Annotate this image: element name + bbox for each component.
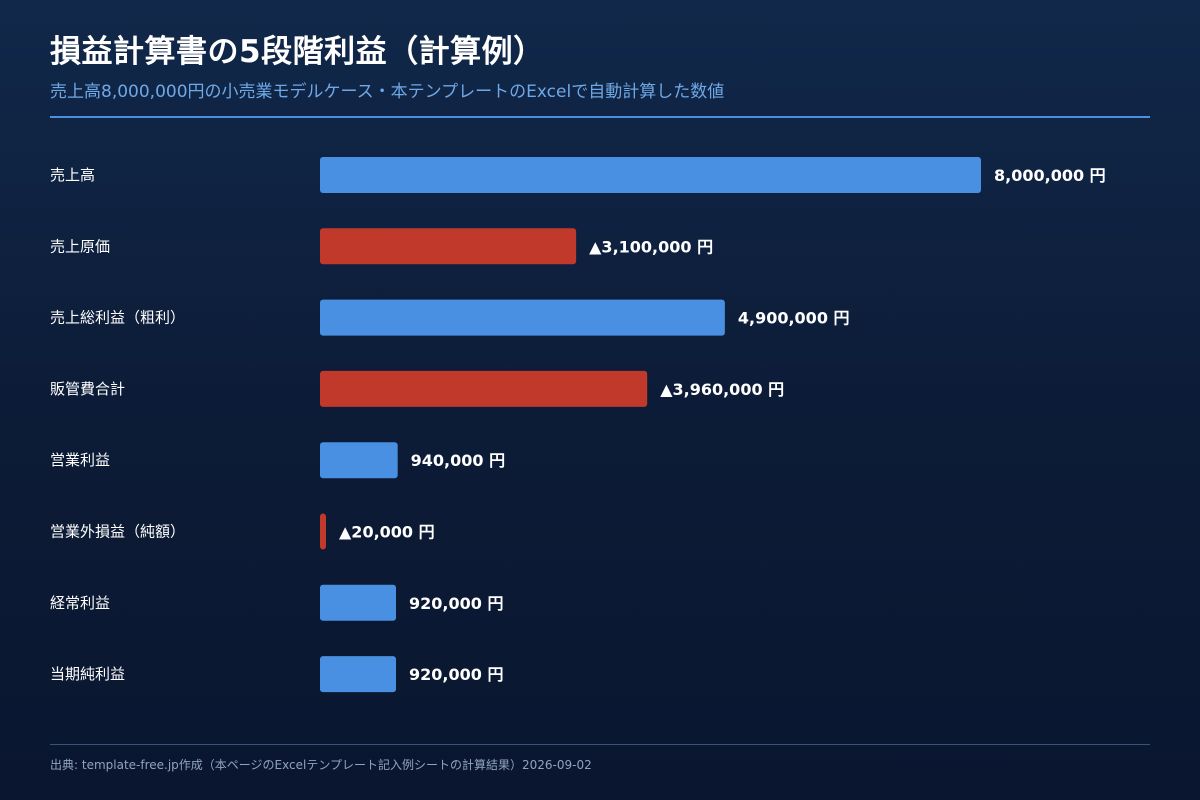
bar-positive [320, 299, 725, 336]
bar-negative [320, 513, 326, 550]
category-label: 売上原価 [50, 237, 110, 255]
bar-positive [320, 157, 981, 193]
bar-negative [320, 228, 577, 265]
bar-value-label: 8,000,000 円 [994, 166, 1106, 185]
header-divider [50, 116, 1150, 118]
source-note: 出典: template-free.jp作成（本ページのExcelテンプレート記… [50, 758, 592, 772]
chart-subtitle: 売上高8,000,000円の小売業モデルケース・本テンプレートのExcelで自動… [50, 82, 725, 102]
bar-positive [320, 442, 398, 479]
category-label: 営業外損益（純額） [50, 523, 185, 541]
category-label: 販管費合計 [50, 380, 125, 398]
bar-value-label: 920,000 円 [409, 665, 503, 684]
category-label: 売上総利益（粗利） [50, 309, 185, 327]
category-label: 売上高 [50, 166, 95, 184]
bar-positive [320, 584, 397, 621]
bar-value-label: 4,900,000 円 [738, 309, 850, 328]
bar-value-label: ▲3,100,000 円 [589, 237, 713, 256]
footer-divider [50, 744, 1150, 745]
bar-value-label: 920,000 円 [409, 594, 503, 613]
bar-positive [320, 656, 397, 693]
bar-value-label: ▲20,000 円 [339, 523, 435, 542]
chart-header: 損益計算書の5段階利益（計算例） 売上高8,000,000円の小売業モデルケース… [50, 30, 1150, 104]
chart-title: 損益計算書の5段階利益（計算例） [50, 34, 545, 70]
category-label: 営業利益 [50, 451, 110, 469]
bar-negative [320, 370, 648, 407]
category-label: 経常利益 [50, 594, 110, 612]
category-label: 当期純利益 [50, 665, 125, 683]
bar-value-label: ▲3,960,000 円 [660, 380, 784, 399]
bar-value-label: 940,000 円 [411, 451, 505, 470]
